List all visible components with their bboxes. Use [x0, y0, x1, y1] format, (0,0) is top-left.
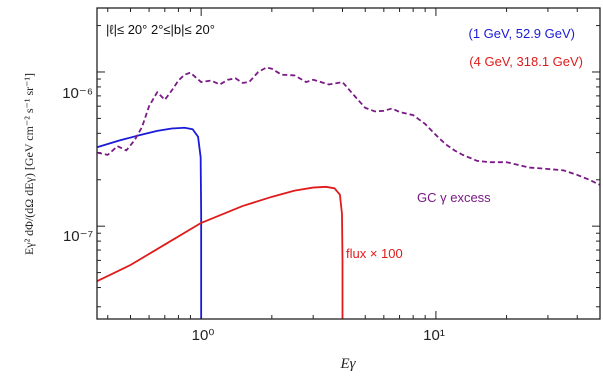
x-axis-label: Eγ: [339, 356, 356, 372]
series-line-2: [96, 185, 344, 319]
region-label: |ℓ|≤ 20° 2°≤|b|≤ 20°: [106, 22, 215, 37]
x-tick-label-2: 10¹: [423, 327, 445, 344]
series-line-3: [96, 66, 601, 186]
legend-entry-2: (4 GeV, 318.1 GeV): [469, 54, 583, 69]
legend-entry-1: (1 GeV, 52.9 GeV): [469, 26, 575, 41]
y-tick-label-1: 10⁻⁷: [63, 228, 93, 245]
series-line-1: [96, 126, 203, 319]
plot-frame: [96, 7, 601, 320]
data-lines: [96, 66, 601, 319]
annotation-flux-scale: flux × 100: [346, 246, 403, 261]
x-tick-label-1: 10⁰: [192, 327, 215, 344]
y-tick-label-2: 10⁻⁶: [62, 85, 93, 102]
annotation-gc-excess: GC γ excess: [417, 190, 491, 205]
y-axis-label: Eγ² dΦ/(dΩ dEγ) [GeV cm⁻² s⁻¹ sr⁻¹]: [22, 73, 36, 255]
